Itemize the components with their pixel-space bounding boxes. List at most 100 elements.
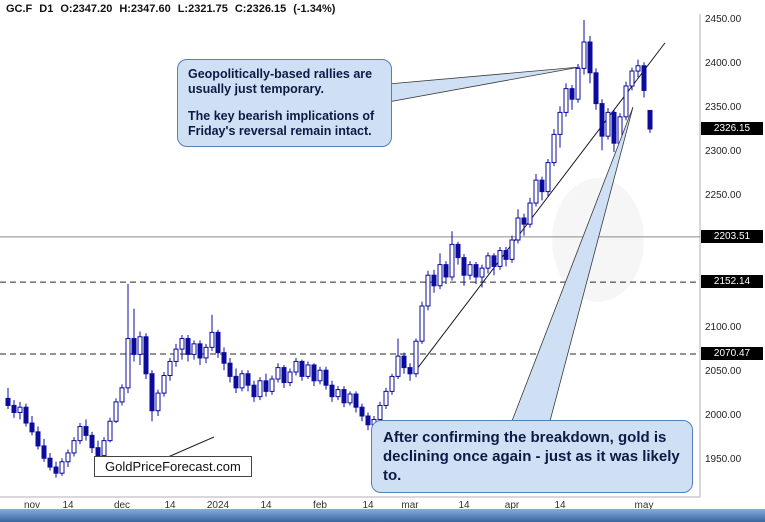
candle — [347, 391, 353, 406]
candle — [281, 364, 287, 388]
candle — [131, 308, 137, 362]
candle — [167, 357, 173, 381]
candle — [365, 412, 371, 431]
candle — [323, 366, 329, 390]
ohlc-header: GC.F D1 O:2347.20 H:2347.60 L:2321.75 C:2326.… — [6, 3, 342, 15]
top-note-paragraph-2: The key bearish implications of Friday's… — [188, 109, 375, 138]
candle — [635, 59, 641, 78]
candle — [557, 106, 563, 148]
candle — [215, 329, 221, 358]
candle — [119, 384, 125, 406]
candle — [35, 426, 41, 450]
candle — [467, 261, 473, 280]
candle — [227, 357, 233, 383]
candle — [221, 347, 227, 371]
candle — [71, 437, 77, 457]
candle — [107, 417, 113, 443]
candle — [527, 197, 533, 228]
candle — [623, 81, 629, 121]
candle — [143, 333, 149, 380]
candle — [509, 235, 515, 263]
candle — [533, 174, 539, 207]
candle — [461, 254, 467, 286]
close-value: C:2326.15 — [234, 3, 287, 15]
annotation-top-note: Geopolitically-based rallies are usually… — [177, 59, 392, 147]
timeframe-label: D1 — [39, 3, 54, 15]
candle — [581, 20, 587, 75]
symbol-label: GC.F — [6, 3, 33, 15]
candle — [605, 108, 611, 140]
candle — [23, 403, 29, 427]
bottom-note-paragraph: After confirming the breakdown, gold is … — [383, 429, 680, 484]
candle — [263, 373, 269, 397]
candle — [173, 343, 179, 367]
candle — [251, 380, 257, 402]
candle — [545, 159, 551, 196]
candle — [455, 241, 461, 265]
candle — [179, 335, 185, 360]
annotation-bottom-note: After confirming the breakdown, gold is … — [371, 420, 693, 493]
candle — [401, 352, 407, 374]
candle — [17, 401, 23, 420]
candle — [53, 461, 59, 478]
candle — [515, 209, 521, 244]
site-label-pointer-line — [167, 436, 215, 458]
candle — [479, 264, 485, 288]
candle — [113, 398, 119, 424]
candle — [431, 269, 437, 293]
candle — [329, 380, 335, 402]
candle — [593, 68, 599, 110]
candle — [629, 67, 635, 91]
candle — [647, 109, 653, 133]
candle — [191, 340, 197, 360]
candle — [317, 366, 323, 385]
candle — [503, 247, 509, 267]
candle — [245, 370, 251, 392]
candle — [353, 391, 359, 413]
candle — [425, 270, 431, 311]
candle — [563, 83, 569, 117]
open-value: O:2347.20 — [60, 3, 113, 15]
candle — [11, 400, 17, 418]
callout-pointer-top — [387, 66, 581, 103]
candle — [599, 99, 605, 151]
candle — [155, 389, 161, 416]
candle — [299, 359, 305, 381]
candle — [377, 401, 383, 424]
candle — [125, 284, 131, 394]
candle — [5, 387, 11, 409]
candle — [203, 343, 209, 364]
candle — [419, 301, 425, 344]
candle — [569, 85, 575, 110]
high-value: H:2347.60 — [119, 3, 171, 15]
candle — [29, 416, 35, 436]
candle — [197, 340, 203, 365]
candle — [473, 262, 479, 284]
candle — [269, 375, 275, 395]
candle — [233, 368, 239, 394]
candle — [257, 377, 263, 401]
candle — [587, 35, 593, 84]
candle — [413, 338, 419, 378]
bottom-bar — [0, 509, 765, 522]
candle — [539, 176, 545, 201]
site-watermark-label: GoldPriceForecast.com — [94, 456, 252, 477]
candle — [137, 331, 143, 365]
candle — [383, 387, 389, 409]
candle — [77, 423, 83, 445]
candle — [287, 368, 293, 387]
candle — [305, 361, 311, 380]
candle — [341, 386, 347, 408]
low-value: L:2321.75 — [177, 3, 228, 15]
candle — [395, 338, 401, 380]
candle — [311, 363, 317, 387]
candle — [89, 431, 95, 453]
candle — [335, 386, 341, 401]
candle — [161, 372, 167, 397]
candle — [239, 370, 245, 392]
candle — [485, 252, 491, 274]
candle — [521, 213, 527, 236]
candle — [101, 437, 107, 459]
